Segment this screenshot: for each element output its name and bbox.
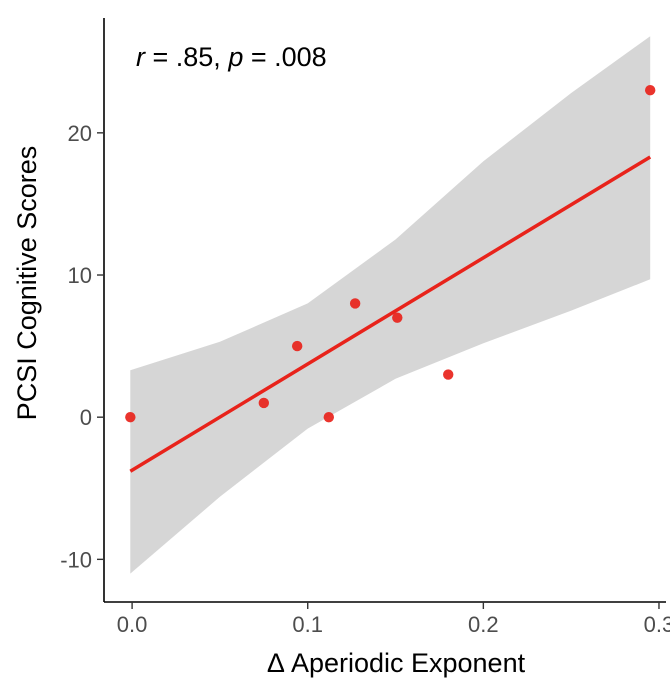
data-points-layer [125,84,656,423]
y-tick-label: 20 [68,121,92,146]
data-point-3 [291,340,303,352]
data-point-1 [125,411,136,423]
regression-line [129,155,652,473]
y-tick-label: -10 [60,547,92,572]
ticks: 0.0 0.1 0.2 0.3 -10 0 10 20 [60,121,670,637]
y-tick-label: 10 [68,263,92,288]
data-point-4 [323,411,334,423]
data-point-2 [258,397,270,409]
y-tick-label: 0 [80,405,92,430]
data-point-7 [443,369,454,380]
confidence-band [130,36,651,574]
data-point-6 [392,312,403,323]
x-tick-label: 0.3 [644,612,670,637]
y-axis-title: PCSI Cognitive Scores [12,146,42,421]
data-point-5 [349,298,361,309]
x-tick-label: 0.1 [292,612,323,637]
r-symbol: r [136,42,146,72]
correlation-annotation: r = .85, p = .008 [136,42,327,72]
r-value: = .85, [145,42,228,72]
x-tick-label: 0.0 [117,612,148,637]
p-value: = .008 [243,42,326,72]
confidence-band-layer [130,36,651,574]
axes [103,18,666,603]
p-symbol: p [227,42,243,72]
x-axis-title: Δ Aperiodic Exponent [267,648,526,678]
data-point-8 [644,84,656,96]
regression-line-layer [129,155,652,473]
x-tick-label: 0.2 [468,612,499,637]
